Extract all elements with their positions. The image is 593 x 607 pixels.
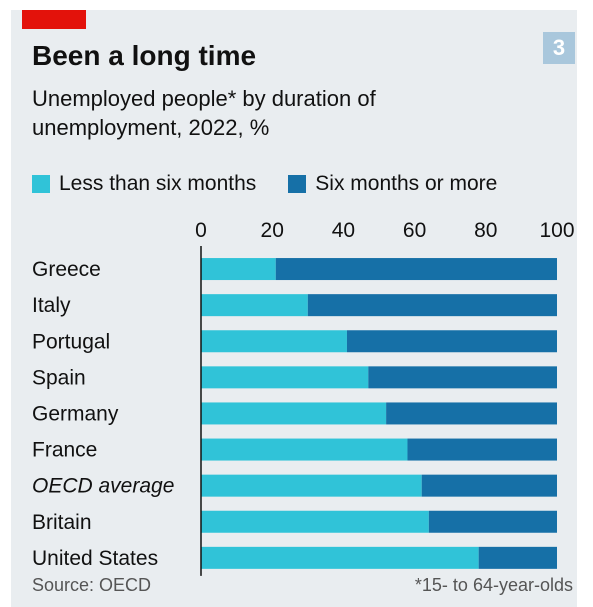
category-label: France (32, 439, 97, 462)
x-tick-label: 60 (403, 219, 426, 242)
source-note: Source: OECD (32, 575, 152, 595)
legend-item-short: Less than six months (32, 172, 256, 196)
bar-segment-short (201, 258, 276, 281)
bar-segment-long (346, 330, 557, 353)
bar-segment-long (368, 366, 557, 389)
chart-number-badge: 3 (543, 32, 575, 64)
bar-segment-short (201, 330, 347, 353)
bar-segment-long (478, 546, 557, 569)
brand-accent-bar (22, 10, 86, 29)
x-tick-label: 80 (474, 219, 497, 242)
category-label: Greece (32, 258, 101, 281)
category-label: Britain (32, 511, 92, 534)
bar-segment-short (201, 402, 387, 425)
bar-segment-short (201, 438, 408, 461)
bar-segment-long (386, 402, 557, 425)
bar-segment-long (407, 438, 557, 461)
bar-segment-short (201, 366, 369, 389)
legend-label-short: Less than six months (59, 172, 257, 195)
category-label: OECD average (32, 475, 174, 498)
bar-segment-short (201, 294, 308, 317)
bar-segment-long (275, 258, 557, 281)
legend-label-long: Six months or more (315, 172, 498, 195)
legend-item-long: Six months or more (288, 172, 497, 196)
bar-segment-short (201, 546, 479, 569)
chart-subtitle: Unemployed people* by duration of unempl… (32, 86, 376, 140)
x-tick-label: 40 (332, 219, 355, 242)
category-label: Germany (32, 402, 119, 425)
bar-segment-long (307, 294, 557, 317)
x-tick-label: 100 (539, 219, 574, 242)
chart-title: Been a long time (32, 40, 257, 71)
legend-swatch-long (288, 175, 307, 193)
category-label: Spain (32, 366, 86, 389)
bar-segment-long (421, 474, 557, 497)
category-label: United States (32, 547, 158, 570)
chart-legend: Less than six months Six months or more (32, 172, 529, 196)
category-label: Italy (32, 294, 71, 317)
bar-segment-long (428, 510, 557, 533)
footnote: *15- to 64-year-olds (414, 575, 573, 595)
x-tick-label: 0 (195, 219, 207, 242)
category-label: Portugal (32, 330, 110, 353)
bar-segment-short (201, 474, 422, 497)
bar-segment-short (201, 510, 429, 533)
x-tick-label: 20 (261, 219, 284, 242)
legend-swatch-short (32, 175, 50, 193)
